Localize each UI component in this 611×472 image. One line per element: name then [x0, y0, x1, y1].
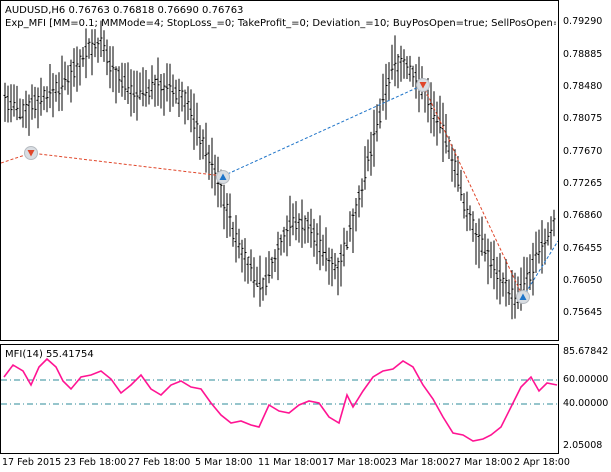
- price-axis-label: 0.75645: [563, 307, 603, 318]
- mfi-axis-label: 2.05008: [563, 440, 603, 451]
- price-axis-label: 0.78075: [563, 113, 603, 124]
- trade-line: [522, 240, 558, 298]
- time-axis-label: 11 Mar 18:00: [258, 457, 322, 468]
- mfi-axis-label: 40.00000: [563, 398, 609, 409]
- trade-line: [222, 84, 424, 177]
- price-axis-label: 0.78480: [563, 81, 603, 92]
- mfi-axis-label: 85.67842: [563, 346, 609, 357]
- buy-arrow-icon: [519, 293, 527, 300]
- mfi-line: [3, 357, 558, 442]
- time-axis-label: 17 Feb 2015: [2, 457, 62, 468]
- price-axis-label: 0.78885: [563, 49, 603, 60]
- mfi-title-label: MFI(14) 55.41754: [5, 349, 94, 360]
- price-chart-pane[interactable]: AUDUSD,H6 0.76763 0.76818 0.76690 0.7676…: [0, 0, 559, 341]
- sell-arrow-icon: [27, 150, 35, 157]
- price-axis-label: 0.77265: [563, 178, 603, 189]
- mfi-indicator-pane[interactable]: MFI(14) 55.41754: [0, 344, 559, 454]
- trade-line: [422, 84, 524, 298]
- price-axis-label: 0.76050: [563, 275, 603, 286]
- price-axis-label: 0.76455: [563, 243, 603, 254]
- symbol-info-label: AUDUSD,H6 0.76763 0.76818 0.76690 0.7676…: [5, 5, 244, 16]
- time-axis-label: 23 Mar 18:00: [385, 457, 449, 468]
- price-chart-canvas: [1, 20, 558, 320]
- time-axis-label: 27 Mar 18:00: [449, 457, 513, 468]
- mfi-indicator-canvas: [1, 357, 558, 442]
- mfi-axis-label: 60.00000: [563, 374, 609, 385]
- price-axis-label: 0.76860: [563, 210, 603, 221]
- price-axis-label: 0.77670: [563, 146, 603, 157]
- time-axis-label: 27 Feb 18:00: [128, 457, 191, 468]
- time-axis-label: 5 Mar 18:00: [195, 457, 253, 468]
- time-axis-label: 17 Mar 18:00: [322, 457, 386, 468]
- expert-params-label: Exp_MFI [MM=0.1; MMMode=4; StopLoss_=0; …: [5, 18, 556, 29]
- time-axis-label: 23 Feb 18:00: [64, 457, 127, 468]
- time-axis-label: 2 Apr 18:00: [514, 457, 570, 468]
- price-axis-label: 0.79290: [563, 16, 603, 27]
- sell-arrow-icon: [419, 82, 427, 89]
- buy-arrow-icon: [219, 173, 227, 180]
